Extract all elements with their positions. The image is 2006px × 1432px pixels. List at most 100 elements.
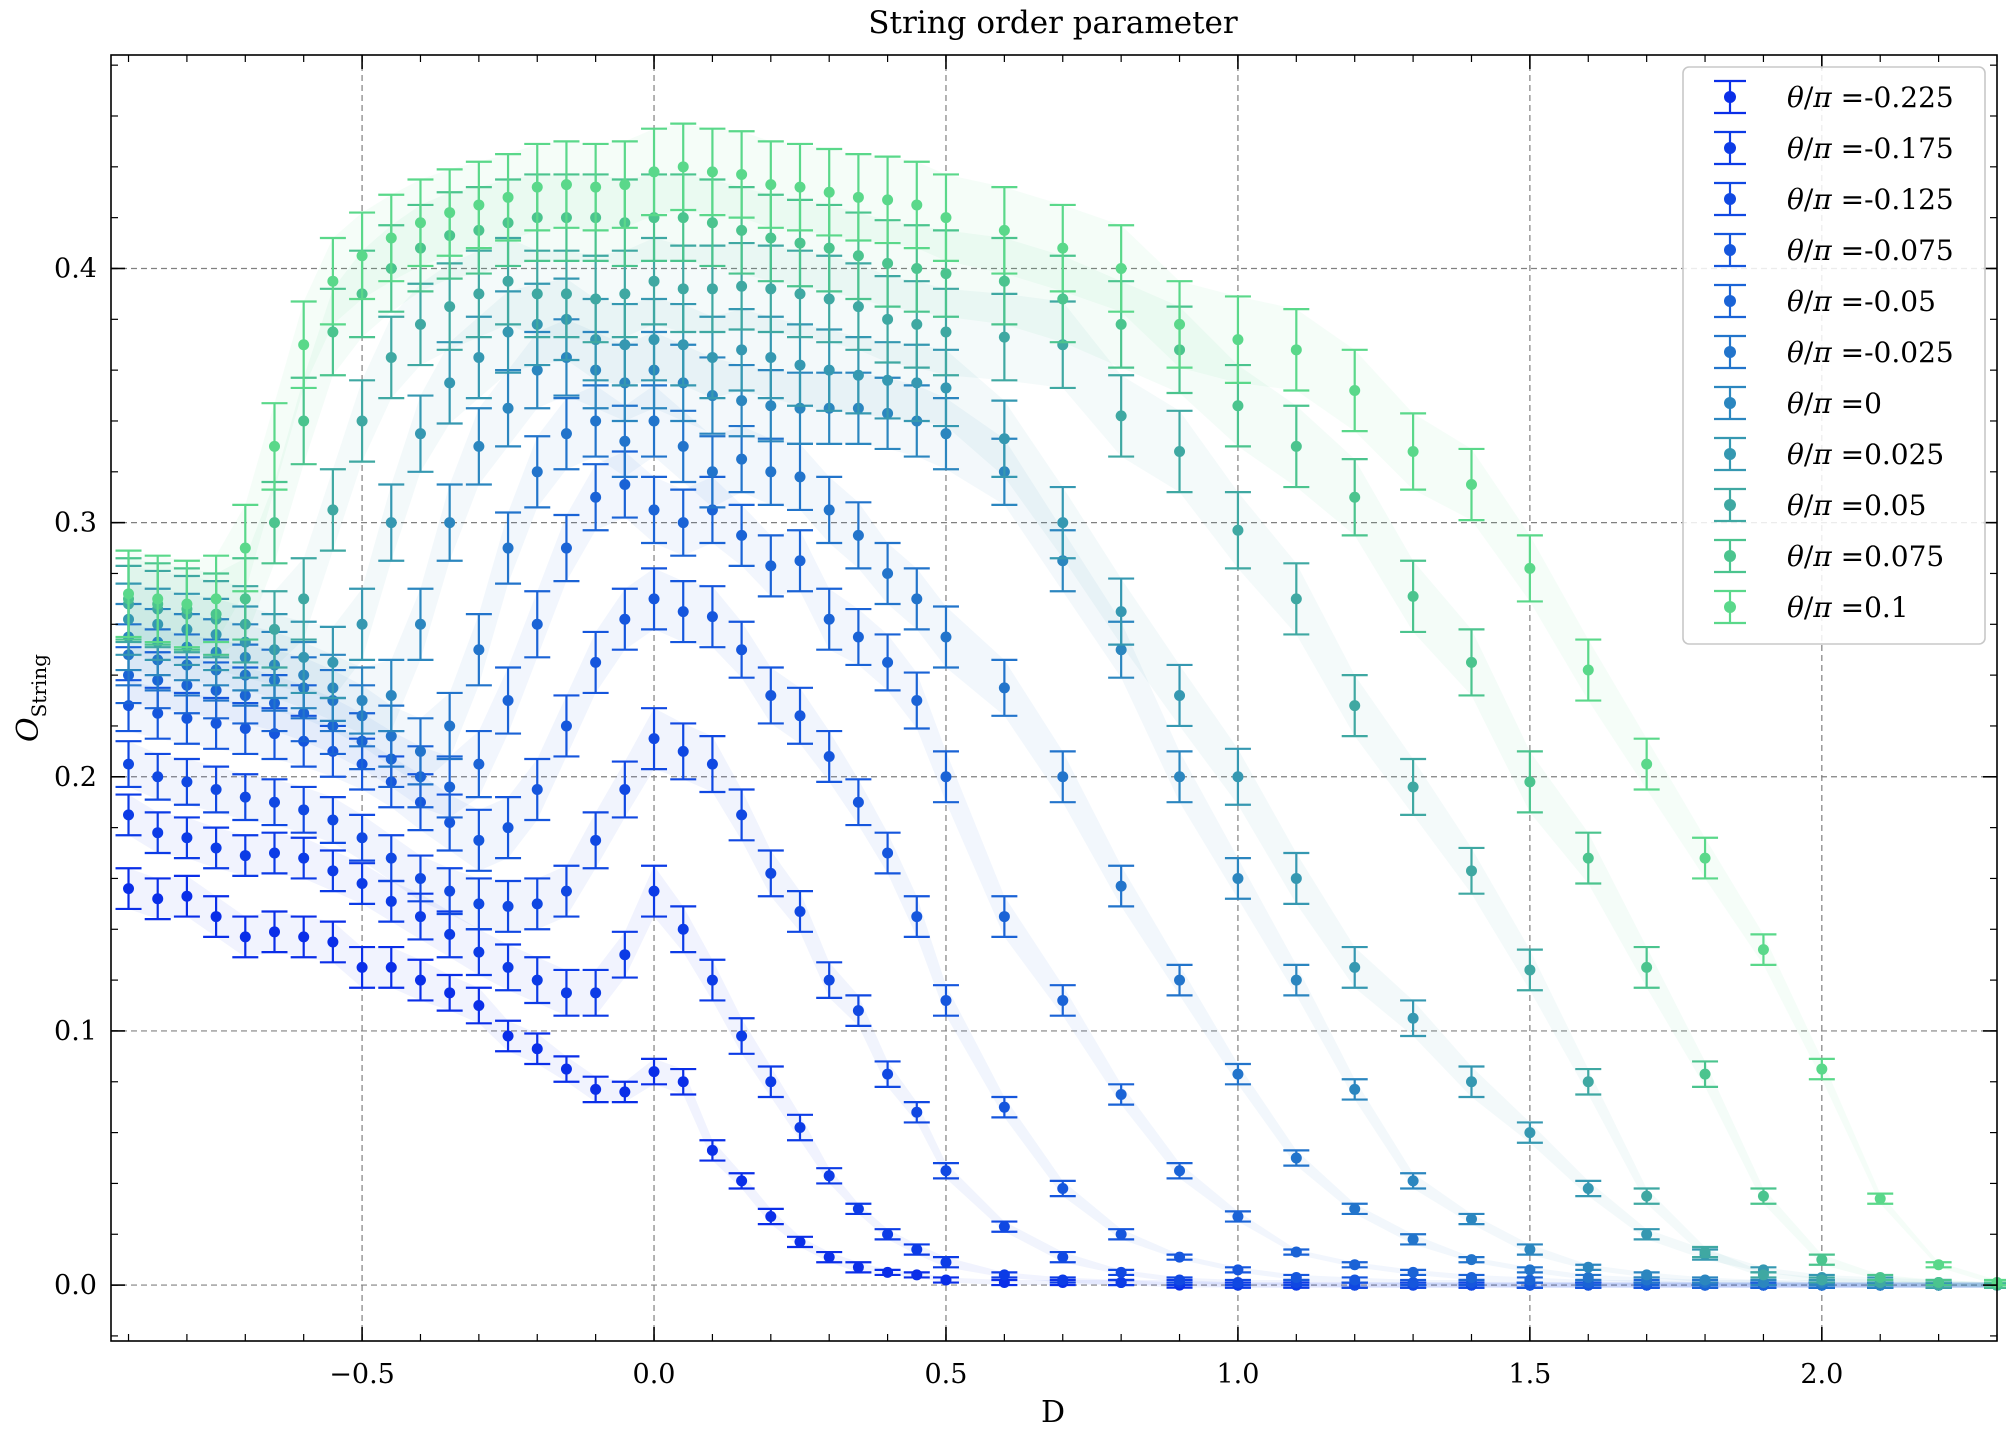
data-point <box>1582 852 1594 864</box>
data-point <box>414 974 426 986</box>
chart-title: String order parameter <box>868 5 1238 41</box>
data-point <box>677 606 689 618</box>
data-point <box>619 613 631 625</box>
data-point <box>210 783 222 795</box>
data-point <box>1232 524 1244 536</box>
data-point <box>444 885 456 897</box>
y-tick-label: 0.2 <box>54 762 97 793</box>
data-point <box>911 1244 923 1256</box>
data-point <box>648 166 660 178</box>
legend-eq: = <box>1832 540 1864 573</box>
data-point <box>473 440 485 452</box>
data-point <box>1174 974 1186 986</box>
data-point <box>1290 440 1302 452</box>
legend-pi: π <box>1812 489 1832 522</box>
data-point <box>940 994 952 1006</box>
data-point <box>181 776 193 788</box>
data-point <box>590 834 602 846</box>
data-point <box>706 974 718 986</box>
data-point <box>1816 1063 1828 1075</box>
data-point <box>1115 1277 1127 1289</box>
data-point <box>181 890 193 902</box>
data-point <box>1465 1213 1477 1225</box>
data-point <box>239 722 251 734</box>
data-point <box>473 898 485 910</box>
data-point <box>444 377 456 389</box>
data-point <box>268 623 280 635</box>
data-point <box>1057 1183 1069 1195</box>
data-point <box>356 415 368 427</box>
data-marks <box>115 122 2006 1291</box>
data-point <box>1290 974 1302 986</box>
legend-marker <box>1724 550 1736 562</box>
data-point <box>385 730 397 742</box>
data-point <box>1174 318 1186 330</box>
data-point <box>619 435 631 447</box>
data-point <box>736 453 748 465</box>
data-point <box>502 961 514 973</box>
data-point <box>998 911 1010 923</box>
data-point <box>1524 1274 1536 1286</box>
legend-value: -0.075 <box>1864 234 1954 267</box>
legend-label: θ/π =0 <box>1787 387 1882 420</box>
data-point <box>852 250 864 262</box>
data-point <box>502 542 514 554</box>
legend-value: -0.05 <box>1864 285 1936 318</box>
legend-box <box>1682 66 1986 645</box>
data-point <box>677 440 689 452</box>
data-point <box>911 262 923 274</box>
legend-item: θ/π =-0.125 <box>1714 181 1954 217</box>
data-point <box>882 374 894 386</box>
legend-theta: θ <box>1787 234 1804 267</box>
legend-value: -0.175 <box>1864 132 1954 165</box>
legend-slash: / <box>1804 540 1814 573</box>
data-point <box>590 656 602 668</box>
legend-item: θ/π =-0.225 <box>1714 79 1954 115</box>
data-point <box>356 878 368 890</box>
data-point <box>590 293 602 305</box>
data-point <box>940 771 952 783</box>
data-point <box>356 250 368 262</box>
data-point <box>385 351 397 363</box>
data-point <box>765 232 777 244</box>
legend-label: θ/π =0.075 <box>1787 540 1944 573</box>
data-point <box>1115 410 1127 422</box>
data-point <box>1465 1254 1477 1266</box>
data-point <box>502 275 514 287</box>
data-point <box>1057 517 1069 529</box>
data-point <box>619 949 631 961</box>
data-point <box>823 504 835 516</box>
data-point <box>268 847 280 859</box>
data-point <box>1582 1261 1594 1273</box>
data-point <box>852 1261 864 1273</box>
data-point <box>473 834 485 846</box>
data-point <box>911 593 923 605</box>
legend-label: θ/π =-0.225 <box>1787 81 1954 114</box>
data-point <box>590 415 602 427</box>
data-point <box>298 593 310 605</box>
data-point <box>181 712 193 724</box>
data-point <box>414 911 426 923</box>
data-point <box>940 1274 952 1286</box>
data-point <box>765 1076 777 1088</box>
data-point <box>882 567 894 579</box>
data-point <box>794 359 806 371</box>
data-point <box>852 529 864 541</box>
data-point <box>1290 872 1302 884</box>
data-point <box>648 415 660 427</box>
data-point <box>882 313 894 325</box>
legend-value: 0.075 <box>1864 540 1944 573</box>
data-point <box>1757 1269 1769 1281</box>
data-point <box>998 1269 1010 1281</box>
data-point <box>385 961 397 973</box>
data-point <box>1524 776 1536 788</box>
data-point <box>502 1030 514 1042</box>
data-point <box>1582 1076 1594 1088</box>
data-point <box>882 656 894 668</box>
data-point <box>648 733 660 745</box>
data-point <box>1232 1277 1244 1289</box>
data-point <box>619 1086 631 1098</box>
data-point <box>268 926 280 938</box>
data-point <box>619 783 631 795</box>
data-point <box>268 517 280 529</box>
